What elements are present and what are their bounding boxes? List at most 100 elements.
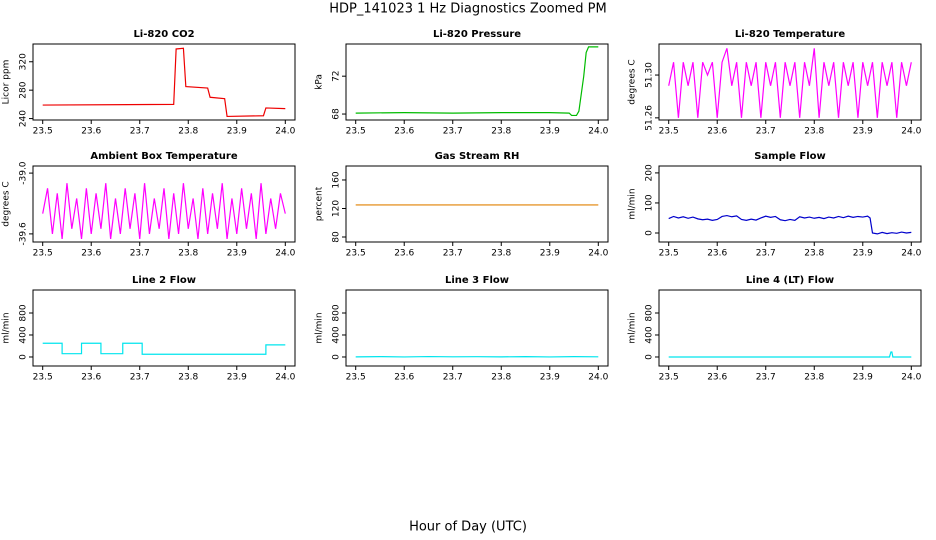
y-tick-label: 280 bbox=[19, 81, 29, 98]
data-line bbox=[42, 47, 286, 118]
panel-title: Ambient Box Temperature bbox=[90, 151, 237, 162]
y-tick-label: 80 bbox=[332, 231, 342, 243]
x-tick-label: 23.8 bbox=[178, 373, 198, 383]
x-tick-label: 23.9 bbox=[227, 373, 247, 383]
x-tick-label: 23.6 bbox=[394, 127, 414, 137]
y-tick-label: 100 bbox=[645, 194, 655, 211]
y-axis-label: degrees C bbox=[2, 181, 12, 226]
data-line bbox=[355, 46, 599, 117]
page-title: HDP_141023 1 Hz Diagnostics Zoomed PM bbox=[329, 2, 607, 17]
x-tick-label: 24.0 bbox=[275, 249, 295, 259]
y-tick-label: 800 bbox=[645, 304, 655, 321]
x-tick-label: 23.6 bbox=[81, 373, 101, 383]
y-tick-label: 0 bbox=[645, 354, 655, 360]
x-tick-label: 23.5 bbox=[659, 127, 679, 137]
x-tick-label: 23.7 bbox=[130, 127, 150, 137]
y-tick-label: 200 bbox=[645, 164, 655, 181]
y-tick-label: 51.30 bbox=[645, 62, 655, 88]
x-tick-label: 23.9 bbox=[853, 373, 873, 383]
data-line bbox=[42, 183, 286, 240]
x-tick-label: 23.5 bbox=[33, 127, 53, 137]
panel-title: Line 4 (LT) Flow bbox=[746, 275, 834, 286]
x-tick-label: 23.5 bbox=[33, 373, 53, 383]
y-tick-label: 68 bbox=[332, 108, 342, 120]
y-tick-label: 120 bbox=[332, 200, 342, 217]
data-line bbox=[668, 48, 912, 118]
x-tick-label: 23.8 bbox=[491, 127, 511, 137]
plot-frame bbox=[658, 165, 922, 243]
y-tick-label: 400 bbox=[332, 326, 342, 343]
x-tick-label: 23.8 bbox=[491, 373, 511, 383]
plot-frame bbox=[658, 289, 922, 367]
y-tick-label: 0 bbox=[19, 354, 29, 360]
y-tick-label: 800 bbox=[332, 304, 342, 321]
x-tick-label: 23.5 bbox=[33, 249, 53, 259]
x-tick-label: 23.8 bbox=[178, 127, 198, 137]
x-tick-label: 24.0 bbox=[588, 127, 608, 137]
x-tick-label: 23.9 bbox=[540, 373, 560, 383]
x-tick-label: 24.0 bbox=[901, 249, 921, 259]
x-tick-label: 24.0 bbox=[588, 373, 608, 383]
y-axis-label: Licor ppm bbox=[2, 60, 12, 105]
panel-title: Li-820 Pressure bbox=[433, 29, 521, 40]
x-tick-label: 23.5 bbox=[659, 249, 679, 259]
y-axis-label: ml/min bbox=[315, 312, 325, 343]
x-tick-label: 23.9 bbox=[227, 249, 247, 259]
y-tick-label: 400 bbox=[645, 326, 655, 343]
plot-frame bbox=[32, 289, 296, 367]
x-tick-label: 23.7 bbox=[443, 249, 463, 259]
y-tick-label: 51.26 bbox=[645, 105, 655, 131]
y-axis-label: ml/min bbox=[628, 312, 638, 343]
y-axis-label: ml/min bbox=[628, 188, 638, 219]
x-tick-label: 23.5 bbox=[659, 373, 679, 383]
x-tick-label: 23.8 bbox=[804, 127, 824, 137]
y-tick-label: 320 bbox=[19, 53, 29, 70]
x-tick-label: 23.9 bbox=[853, 249, 873, 259]
x-tick-label: 23.7 bbox=[756, 127, 776, 137]
y-tick-label: 240 bbox=[19, 110, 29, 127]
x-tick-label: 23.6 bbox=[707, 127, 727, 137]
y-tick-label: 400 bbox=[19, 326, 29, 343]
x-tick-label: 24.0 bbox=[588, 249, 608, 259]
y-axis-label: kPa bbox=[315, 74, 325, 90]
x-tick-label: 23.6 bbox=[707, 249, 727, 259]
x-tick-label: 24.0 bbox=[275, 127, 295, 137]
x-tick-label: 23.7 bbox=[130, 249, 150, 259]
x-tick-label: 23.6 bbox=[394, 373, 414, 383]
x-tick-label: 23.7 bbox=[756, 373, 776, 383]
x-axis-label: Hour of Day (UTC) bbox=[409, 520, 527, 535]
x-tick-label: 23.7 bbox=[756, 249, 776, 259]
x-tick-label: 23.8 bbox=[804, 249, 824, 259]
y-tick-label: 0 bbox=[645, 230, 655, 236]
x-tick-label: 23.7 bbox=[443, 127, 463, 137]
x-tick-label: 23.9 bbox=[540, 249, 560, 259]
y-axis-label: percent bbox=[315, 186, 325, 221]
plot-frame bbox=[345, 165, 609, 243]
y-tick-label: 0 bbox=[332, 354, 342, 360]
plot-frame bbox=[32, 165, 296, 243]
panel-title: Li-820 Temperature bbox=[735, 29, 845, 40]
y-tick-label: -39.0 bbox=[19, 161, 29, 185]
x-tick-label: 23.5 bbox=[346, 373, 366, 383]
plot-frame bbox=[32, 43, 296, 121]
y-axis-label: ml/min bbox=[2, 312, 12, 343]
panel-title: Sample Flow bbox=[754, 151, 826, 162]
x-tick-label: 24.0 bbox=[275, 373, 295, 383]
data-line bbox=[42, 342, 286, 355]
x-tick-label: 23.5 bbox=[346, 127, 366, 137]
x-tick-label: 23.9 bbox=[540, 127, 560, 137]
data-line bbox=[668, 351, 912, 358]
x-tick-label: 23.6 bbox=[707, 373, 727, 383]
x-tick-label: 23.9 bbox=[853, 127, 873, 137]
x-tick-label: 23.5 bbox=[346, 249, 366, 259]
x-tick-label: 23.8 bbox=[491, 249, 511, 259]
y-tick-label: 160 bbox=[332, 171, 342, 188]
x-tick-label: 23.7 bbox=[130, 373, 150, 383]
x-tick-label: 23.8 bbox=[178, 249, 198, 259]
plot-frame bbox=[345, 43, 609, 121]
panel-title: Line 3 Flow bbox=[445, 275, 509, 286]
data-line bbox=[668, 214, 912, 235]
panel-title: Line 2 Flow bbox=[132, 275, 196, 286]
plot-frame bbox=[658, 43, 922, 121]
x-tick-label: 23.6 bbox=[81, 249, 101, 259]
